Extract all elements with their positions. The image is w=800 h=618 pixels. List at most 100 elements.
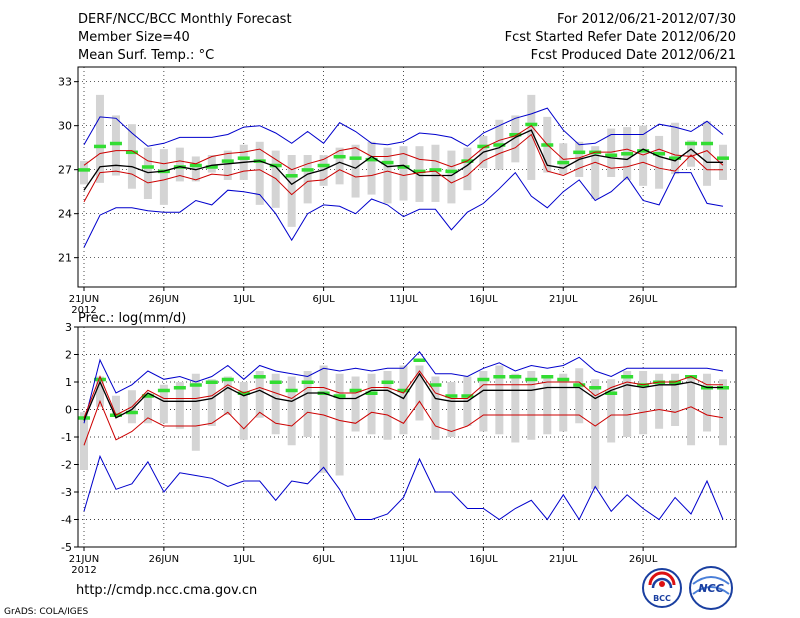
spread-box bbox=[271, 373, 280, 435]
spread-box bbox=[607, 128, 616, 177]
median-bar bbox=[557, 377, 570, 382]
y-tick-label: 33 bbox=[58, 76, 72, 89]
median-bar bbox=[125, 410, 138, 415]
spread-box bbox=[639, 371, 648, 435]
median-bar bbox=[221, 159, 234, 163]
spread-box bbox=[415, 365, 424, 421]
spread-box bbox=[623, 371, 632, 437]
y-tick-label: 27 bbox=[58, 164, 72, 177]
median-bar bbox=[493, 375, 506, 379]
series-line-upper bbox=[83, 370, 723, 418]
spread-box bbox=[127, 124, 136, 189]
series-line-upper bbox=[83, 125, 724, 171]
median-bar bbox=[109, 141, 122, 146]
y-tick-label: -1 bbox=[61, 431, 72, 444]
x-year-label: 2012 bbox=[71, 565, 96, 576]
median-bar bbox=[509, 132, 522, 137]
footer-url[interactable]: http://cmdp.ncc.cma.gov.cn bbox=[76, 583, 257, 598]
median-bar bbox=[717, 156, 729, 160]
median-bar bbox=[573, 150, 586, 155]
median-bar bbox=[621, 152, 634, 156]
y-tick-label: 0 bbox=[65, 404, 72, 417]
spread-box bbox=[671, 122, 680, 175]
median-bar bbox=[669, 156, 682, 160]
median-bar bbox=[397, 388, 410, 393]
spread-box bbox=[383, 371, 392, 440]
spread-box bbox=[687, 376, 696, 446]
spread-box bbox=[591, 379, 600, 490]
spread-box bbox=[159, 149, 168, 205]
spread-box bbox=[671, 373, 680, 426]
median-bar bbox=[285, 174, 298, 178]
forecast-period: For 2012/06/21-2012/07/30 bbox=[557, 12, 736, 27]
spread-box bbox=[303, 371, 312, 437]
spread-box bbox=[415, 146, 424, 202]
x-tick-label: 6JUL bbox=[313, 294, 336, 305]
series-line-max bbox=[83, 454, 724, 521]
median-bar bbox=[285, 388, 298, 393]
spread-box bbox=[80, 412, 88, 470]
y-tick-label: 24 bbox=[58, 208, 72, 221]
y-tick-label: -4 bbox=[61, 514, 72, 527]
precipitation-x-axis: 21JUN 26JUN 1JUL 6JUL 11JUL 16JUL 21JUL 26JUL 20… bbox=[69, 547, 658, 576]
ncc-logo: NCC bbox=[689, 566, 733, 610]
x-tick-label: 1JUL bbox=[233, 554, 256, 565]
x-year-label: 2012 bbox=[71, 305, 96, 316]
median-bar bbox=[605, 391, 618, 395]
spread-box bbox=[143, 393, 152, 424]
precipitation-spread-boxes bbox=[80, 365, 727, 490]
y-tick-label: 1 bbox=[65, 376, 72, 389]
x-tick-label: 26JUL bbox=[629, 294, 658, 305]
x-tick-label: 6JUL bbox=[313, 554, 336, 565]
series-line-max bbox=[83, 171, 724, 248]
spread-box bbox=[239, 382, 248, 440]
series-line-min bbox=[83, 351, 724, 424]
spread-box bbox=[223, 376, 232, 415]
x-tick-label: 21JUN bbox=[69, 294, 99, 305]
ncc-logo-text: NCC bbox=[698, 582, 723, 595]
spread-box bbox=[351, 144, 360, 198]
series-line-mean bbox=[83, 372, 723, 421]
temperature-grid bbox=[78, 67, 736, 287]
median-bar bbox=[477, 377, 490, 382]
x-tick-label: 11JUL bbox=[389, 554, 418, 565]
median-bar bbox=[365, 391, 378, 395]
spread-box bbox=[479, 371, 488, 432]
spread-box bbox=[703, 121, 712, 186]
spread-box bbox=[559, 373, 568, 432]
median-bar bbox=[125, 150, 138, 155]
median-bar bbox=[445, 169, 458, 174]
y-tick-label: 21 bbox=[58, 252, 72, 265]
spread-box bbox=[95, 376, 104, 407]
median-bar bbox=[221, 377, 234, 382]
spread-box bbox=[655, 373, 664, 429]
median-bar bbox=[317, 163, 330, 168]
precipitation-series-lines bbox=[83, 351, 724, 521]
spread-box bbox=[495, 365, 504, 435]
median-bar bbox=[333, 394, 346, 398]
median-bar bbox=[557, 160, 570, 165]
median-bar bbox=[413, 169, 426, 174]
median-bar bbox=[413, 358, 426, 362]
x-tick-label: 21JUL bbox=[549, 554, 578, 565]
spread-box bbox=[639, 125, 648, 186]
y-tick-label: 3 bbox=[65, 321, 72, 334]
y-tick-label: -5 bbox=[61, 541, 72, 554]
temperature-y-axis: 21 24 27 30 33 bbox=[58, 76, 78, 265]
temperature-x-axis: 21JUN 26JUN 1JUL 6JUL 11JUL 16JUL 21JUL 26JUL 20… bbox=[69, 287, 658, 316]
series-line-mean bbox=[83, 129, 723, 191]
x-tick-label: 1JUL bbox=[233, 294, 256, 305]
spread-box bbox=[399, 365, 408, 435]
median-bar bbox=[445, 394, 458, 398]
median-bar bbox=[141, 394, 154, 398]
x-tick-label: 21JUN bbox=[69, 554, 99, 565]
spread-box bbox=[447, 150, 456, 204]
spread-box bbox=[559, 143, 568, 175]
median-bar bbox=[93, 377, 106, 382]
bcc-logo: BCC bbox=[642, 568, 682, 608]
spread-box bbox=[303, 155, 312, 204]
median-bar bbox=[78, 168, 90, 172]
spread-box bbox=[399, 146, 408, 201]
